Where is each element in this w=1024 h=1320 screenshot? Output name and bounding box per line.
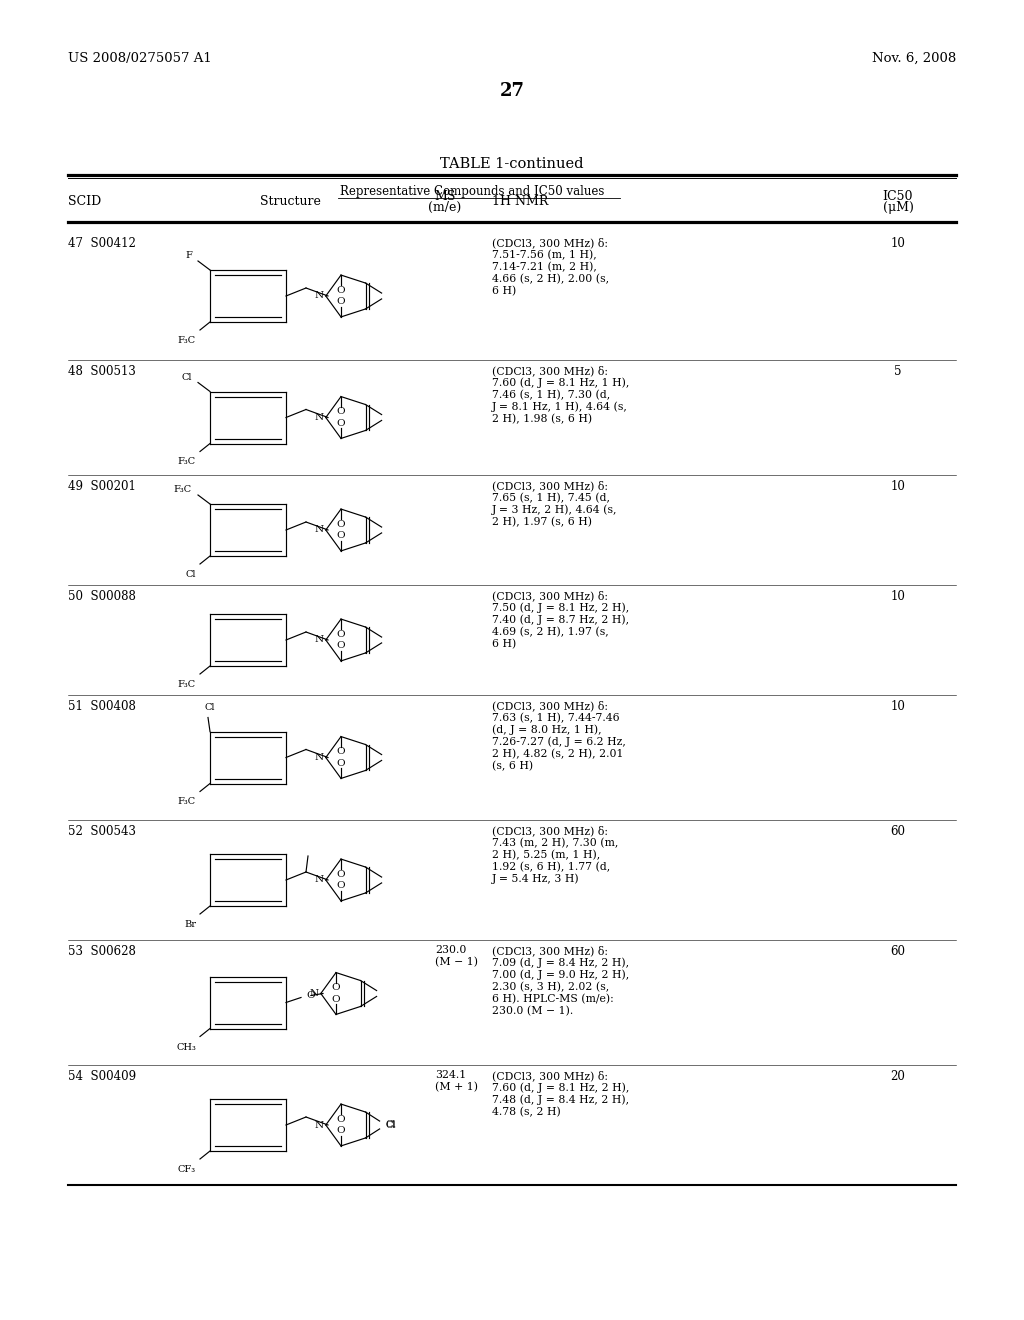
Text: Representative Compounds and IC50 values: Representative Compounds and IC50 values <box>340 185 604 198</box>
Text: 48  S00513: 48 S00513 <box>68 366 136 378</box>
Text: (μM): (μM) <box>883 201 913 214</box>
Text: 49  S00201: 49 S00201 <box>68 480 136 492</box>
Text: CH₃: CH₃ <box>176 1043 196 1052</box>
Text: O: O <box>337 285 345 294</box>
Text: 10: 10 <box>891 238 905 249</box>
Text: O: O <box>337 870 345 879</box>
Text: O: O <box>337 1126 345 1135</box>
Text: O: O <box>337 520 345 528</box>
Text: O: O <box>337 418 345 428</box>
Text: N: N <box>314 413 324 422</box>
Text: F₃C: F₃C <box>178 797 196 807</box>
Text: O: O <box>337 297 345 306</box>
Text: (CDCl3, 300 MHz) δ:
7.50 (d, J = 8.1 Hz, 2 H),
7.40 (d, J = 8.7 Hz, 2 H),
4.69 (: (CDCl3, 300 MHz) δ: 7.50 (d, J = 8.1 Hz,… <box>492 590 630 649</box>
Text: 52  S00543: 52 S00543 <box>68 825 136 838</box>
Text: 10: 10 <box>891 700 905 713</box>
Text: O: O <box>337 759 345 768</box>
Text: F₃C: F₃C <box>174 486 193 495</box>
Text: O: O <box>337 882 345 891</box>
Text: O: O <box>337 407 345 416</box>
Text: 20: 20 <box>891 1071 905 1082</box>
Text: 47  S00412: 47 S00412 <box>68 238 136 249</box>
Text: US 2008/0275057 A1: US 2008/0275057 A1 <box>68 51 212 65</box>
Text: O: O <box>337 532 345 540</box>
Text: F₃C: F₃C <box>178 458 196 466</box>
Text: IC50: IC50 <box>883 190 913 203</box>
Text: N: N <box>314 1121 324 1130</box>
Text: TABLE 1-continued: TABLE 1-continued <box>440 157 584 172</box>
Text: 324.1
(M + 1): 324.1 (M + 1) <box>435 1071 478 1092</box>
Text: F₃C: F₃C <box>178 680 196 689</box>
Text: (CDCl3, 300 MHz) δ:
7.60 (d, J = 8.1 Hz, 1 H),
7.46 (s, 1 H), 7.30 (d,
J = 8.1 H: (CDCl3, 300 MHz) δ: 7.60 (d, J = 8.1 Hz,… <box>492 366 630 424</box>
Text: O: O <box>337 642 345 651</box>
Text: Cl: Cl <box>181 374 193 381</box>
Text: (CDCl3, 300 MHz) δ:
7.60 (d, J = 8.1 Hz, 2 H),
7.48 (d, J = 8.4 Hz, 2 H),
4.78 (: (CDCl3, 300 MHz) δ: 7.60 (d, J = 8.1 Hz,… <box>492 1071 630 1117</box>
Text: N: N <box>314 292 324 301</box>
Text: MS: MS <box>434 190 456 203</box>
Text: O: O <box>337 630 345 639</box>
Text: 51  S00408: 51 S00408 <box>68 700 136 713</box>
Text: O: O <box>332 983 340 993</box>
Text: N: N <box>309 989 318 998</box>
Text: N: N <box>314 635 324 644</box>
Text: (CDCl3, 300 MHz) δ:
7.63 (s, 1 H), 7.44-7.46
(d, J = 8.0 Hz, 1 H),
7.26-7.27 (d,: (CDCl3, 300 MHz) δ: 7.63 (s, 1 H), 7.44-… <box>492 700 626 771</box>
Text: 27: 27 <box>500 82 524 100</box>
Text: Cl: Cl <box>185 570 196 579</box>
Text: Nov. 6, 2008: Nov. 6, 2008 <box>871 51 956 65</box>
Text: SCID: SCID <box>68 195 101 209</box>
Text: O: O <box>332 995 340 1005</box>
Text: F₃C: F₃C <box>178 337 196 345</box>
Text: O: O <box>337 747 345 756</box>
Text: Cl: Cl <box>205 702 215 711</box>
Text: 5: 5 <box>894 366 902 378</box>
Text: O: O <box>306 991 314 1001</box>
Text: 10: 10 <box>891 480 905 492</box>
Text: 60: 60 <box>891 825 905 838</box>
Text: (CDCl3, 300 MHz) δ:
7.65 (s, 1 H), 7.45 (d,
J = 3 Hz, 2 H), 4.64 (s,
2 H), 1.97 : (CDCl3, 300 MHz) δ: 7.65 (s, 1 H), 7.45 … <box>492 480 617 527</box>
Text: CF₃: CF₃ <box>178 1166 196 1173</box>
Text: F: F <box>185 252 193 260</box>
Text: N: N <box>314 752 324 762</box>
Text: Br: Br <box>184 920 196 929</box>
Text: (CDCl3, 300 MHz) δ:
7.09 (d, J = 8.4 Hz, 2 H),
7.00 (d, J = 9.0 Hz, 2 H),
2.30 (: (CDCl3, 300 MHz) δ: 7.09 (d, J = 8.4 Hz,… <box>492 945 630 1016</box>
Text: Structure: Structure <box>259 195 321 209</box>
Text: (m/e): (m/e) <box>428 201 462 214</box>
Text: O: O <box>337 1114 345 1123</box>
Text: Cl: Cl <box>386 1119 396 1129</box>
Text: 54  S00409: 54 S00409 <box>68 1071 136 1082</box>
Text: 10: 10 <box>891 590 905 603</box>
Text: 230.0
(M − 1): 230.0 (M − 1) <box>435 945 478 968</box>
Text: (CDCl3, 300 MHz) δ:
7.43 (m, 2 H), 7.30 (m,
2 H), 5.25 (m, 1 H),
1.92 (s, 6 H), : (CDCl3, 300 MHz) δ: 7.43 (m, 2 H), 7.30 … <box>492 825 618 884</box>
Text: 1H NMR: 1H NMR <box>492 195 549 209</box>
Text: 50  S00088: 50 S00088 <box>68 590 136 603</box>
Text: Cl: Cl <box>386 1122 396 1130</box>
Text: (CDCl3, 300 MHz) δ:
7.51-7.56 (m, 1 H),
7.14-7.21 (m, 2 H),
4.66 (s, 2 H), 2.00 : (CDCl3, 300 MHz) δ: 7.51-7.56 (m, 1 H), … <box>492 238 609 296</box>
Text: N: N <box>314 525 324 535</box>
Text: N: N <box>314 875 324 884</box>
Text: 60: 60 <box>891 945 905 958</box>
Text: 53  S00628: 53 S00628 <box>68 945 136 958</box>
